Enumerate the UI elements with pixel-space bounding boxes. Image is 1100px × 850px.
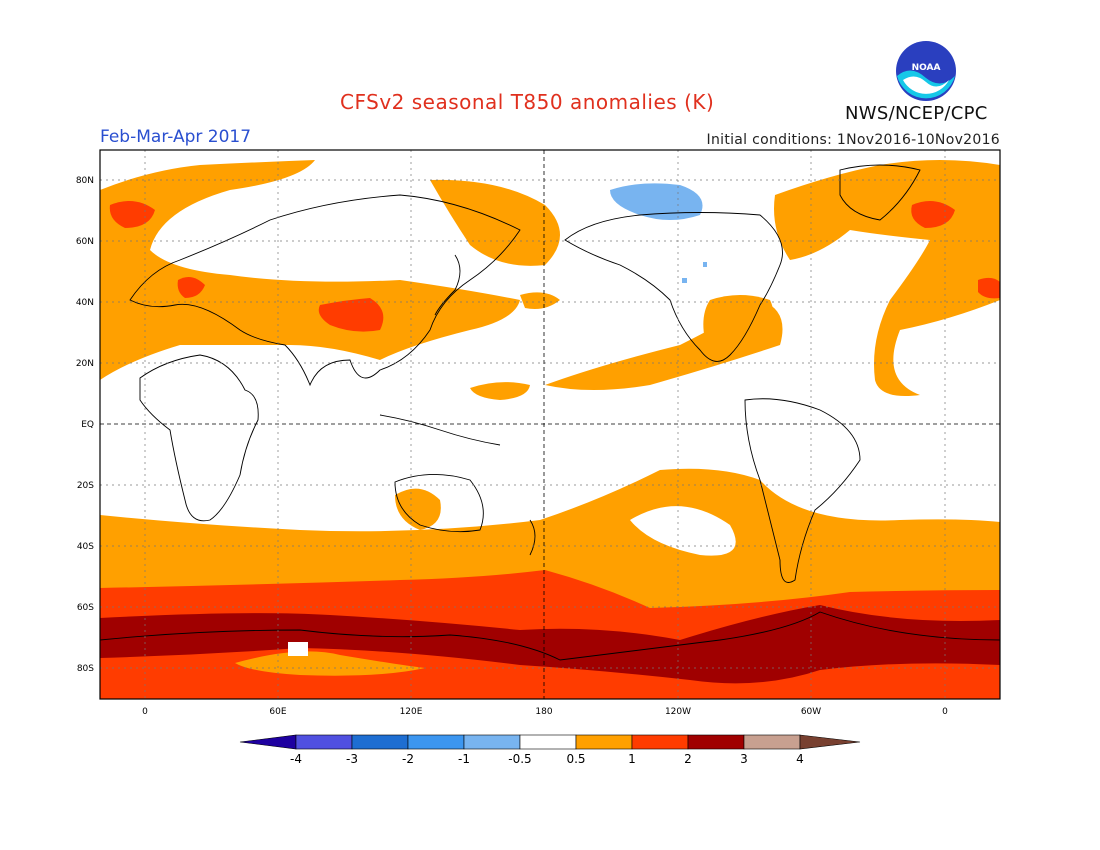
- lat-label: 40S: [77, 542, 94, 552]
- lon-label: 180: [535, 707, 552, 717]
- lon-label: 120W: [665, 707, 691, 717]
- coastline-greenland: [839, 164, 921, 221]
- lon-labels: 0 60E 120E 180 120W 60W 0: [142, 707, 948, 717]
- colorbar-swatch: [631, 734, 689, 750]
- colorbar-swatch: [407, 734, 465, 750]
- anomaly-region-tibet-red: [318, 298, 384, 332]
- anomaly-region-blue-speck-1: [703, 262, 707, 267]
- colorbar-label: 4: [796, 752, 804, 766]
- lon-label: 0: [942, 707, 948, 717]
- lat-labels: 80N 60N 40N 20N EQ 20S 40S 60S 80S: [76, 176, 94, 674]
- anomaly-region-europe-red-east: [978, 277, 1000, 299]
- noaa-logo: NOAA: [896, 41, 956, 101]
- coastline-south-america: [744, 398, 861, 583]
- colorbar-label: -4: [290, 752, 302, 766]
- lon-label: 60W: [801, 707, 821, 717]
- map-frame: [99, 149, 1001, 700]
- lon-label: 60E: [269, 707, 286, 717]
- anomaly-region-canada-blue: [610, 183, 703, 220]
- coastline-japan: [434, 254, 461, 316]
- colorbar-swatch: [519, 734, 577, 750]
- colorbar: [239, 734, 861, 750]
- coastline-africa: [139, 354, 259, 522]
- coastline-australia: [394, 474, 484, 533]
- agency-label: NWS/NCEP/CPC: [845, 103, 988, 124]
- anomaly-region-south-pacific-white: [630, 506, 736, 556]
- colorbar-label: -1: [458, 752, 470, 766]
- coastline-indonesia: [379, 414, 501, 446]
- anomaly-region-eurasia-orange: [100, 160, 520, 380]
- lat-label: 80N: [76, 176, 94, 186]
- colorbar-swatch: [687, 734, 745, 750]
- colorbar-swatch: [463, 734, 521, 750]
- colorbar-label: 1: [628, 752, 636, 766]
- lat-label: 60N: [76, 237, 94, 247]
- colorbar-swatch: [351, 734, 409, 750]
- colorbar-labels: -4 -3 -2 -1 -0.5 0.5 1 2 3 4: [290, 752, 804, 766]
- coastline-nz: [529, 519, 536, 556]
- anomaly-region-blue-speck-2: [682, 278, 687, 283]
- colorbar-swatch: [743, 734, 801, 750]
- initial-conditions: Initial conditions: 1Nov2016-10Nov2016: [706, 132, 1000, 148]
- anomaly-region-europe-red: [177, 276, 205, 298]
- anomaly-region-weddell-orange: [235, 651, 425, 676]
- colorbar-arrow-high: [799, 734, 861, 750]
- anomaly-fields: [100, 150, 1000, 699]
- anomaly-region-australia-orange: [395, 488, 441, 530]
- lon-label: 120E: [400, 707, 423, 717]
- lat-label: 80S: [77, 664, 94, 674]
- lat-label: 60S: [77, 603, 94, 613]
- colorbar-arrow-low: [239, 734, 297, 750]
- lat-label: EQ: [81, 420, 94, 430]
- anomaly-region-aleutian-orange: [520, 292, 560, 309]
- colorbar-label: -3: [346, 752, 358, 766]
- graticule: [100, 150, 1000, 699]
- lat-label: 40N: [76, 298, 94, 308]
- coastline-eurasia: [129, 194, 521, 387]
- lon-label: 0: [142, 707, 148, 717]
- anomaly-region-north-pacific-orange: [430, 179, 560, 266]
- anomaly-region-arctic-red-east: [911, 201, 955, 228]
- forecast-period: Feb-Mar-Apr 2017: [100, 127, 252, 147]
- lat-label: 20N: [76, 359, 94, 369]
- colorbar-label: 0.5: [566, 752, 585, 766]
- colorbar-swatch: [295, 734, 353, 750]
- lat-label: 20S: [77, 481, 94, 491]
- coastline-north-america: [564, 212, 783, 362]
- anomaly-region-arctic-red-west: [109, 201, 155, 228]
- anomaly-region-antarctic-darkred: [100, 605, 1000, 684]
- colorbar-label: 3: [740, 752, 748, 766]
- colorbar-label: 2: [684, 752, 692, 766]
- logo-text: NOAA: [912, 63, 941, 73]
- colorbar-label: -2: [402, 752, 414, 766]
- map-title: CFSv2 seasonal T850 anomalies (K): [340, 90, 715, 114]
- anomaly-region-weddell-white: [288, 642, 308, 656]
- colorbar-label: -0.5: [508, 752, 531, 766]
- coastline-antarctica: [100, 611, 1000, 661]
- anomaly-region-central-pacific-blob: [470, 382, 530, 400]
- colorbar-swatch: [575, 734, 633, 750]
- anomaly-region-north-america-orange: [703, 295, 774, 349]
- coastlines: [100, 164, 1000, 661]
